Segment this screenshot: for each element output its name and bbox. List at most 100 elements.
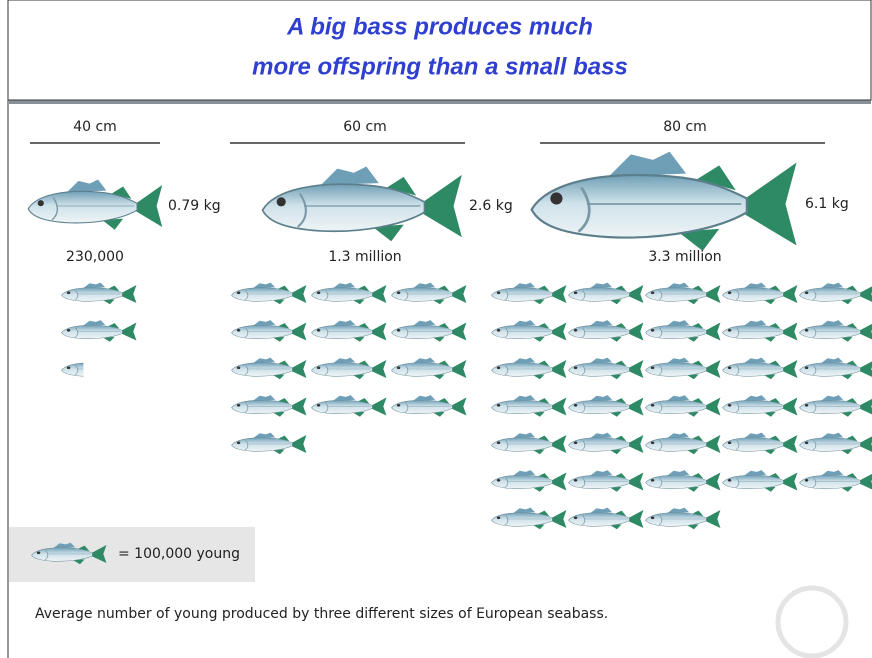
body [392,363,453,377]
fin [667,283,689,288]
tail [628,398,644,416]
tail [291,323,307,341]
fish-icon [392,395,467,417]
body [723,325,784,339]
eye [497,329,500,332]
fin [667,433,689,438]
value-label: 230,000 [66,249,124,265]
fish-icon [723,395,798,417]
fin [513,283,535,288]
tail [782,473,798,491]
fish-icon [232,433,307,455]
fish-icon [723,320,798,342]
body [392,400,453,414]
body [569,325,630,339]
body [492,400,553,414]
chart: A big bass produces much more offspring … [0,0,872,658]
fish-icon [646,283,721,305]
fin [744,283,766,288]
eye [497,291,500,294]
fish-icon [232,395,307,417]
eye [651,516,654,519]
fin [103,374,115,379]
fish-icon [569,508,644,530]
fish-icon [492,358,567,380]
tail [782,360,798,378]
tail [551,323,567,341]
body [312,288,373,302]
body [232,438,293,452]
tail [371,285,387,303]
body [492,475,553,489]
fish-icon [532,152,797,251]
eye [574,291,577,294]
adult-fish [532,152,797,251]
fish-icon [312,358,387,380]
size-label: 60 cm [343,119,387,135]
fish-icon [492,395,567,417]
tail [628,360,644,378]
fish-icon [62,358,137,380]
body [232,400,293,414]
body [569,513,630,527]
fin [513,358,535,363]
body [800,400,861,414]
tail [121,285,137,303]
eye [237,366,240,369]
adult-fish [263,167,462,242]
body [569,363,630,377]
value-label: 3.3 million [648,249,721,265]
eye [237,404,240,407]
tail [859,435,872,453]
eye [805,404,808,407]
tail [134,185,162,227]
eye [397,404,400,407]
offspring-icons [232,283,467,455]
fin [821,320,843,325]
body [62,363,123,377]
body [492,513,553,527]
body [492,363,553,377]
body [392,288,453,302]
fish-icon [232,283,307,305]
tail [859,285,872,303]
tail [121,360,137,378]
body [800,363,861,377]
body [28,191,137,223]
body [62,325,123,339]
body [646,475,707,489]
body [800,325,861,339]
tail [628,510,644,528]
tail [451,323,467,341]
eye [651,366,654,369]
fin [321,167,379,186]
eye [805,291,808,294]
eye [317,404,320,407]
caption: Average number of young produced by thre… [35,606,608,622]
body [646,325,707,339]
value-label: 1.3 million [328,249,401,265]
tail [705,398,721,416]
legend-label: = 100,000 young [118,546,240,562]
fin [744,395,766,400]
eye [805,366,808,369]
body [232,325,293,339]
body [569,438,630,452]
fin [821,358,843,363]
fish-icon [492,320,567,342]
fin [667,395,689,400]
fish-icon [62,283,137,305]
eye [497,479,500,482]
fin [821,433,843,438]
tail [551,285,567,303]
fin [744,320,766,325]
fish-icon [28,179,162,229]
body [569,288,630,302]
fin [83,283,105,288]
eye [37,551,40,554]
fish-icon [646,508,721,530]
tail [371,398,387,416]
chart-title: more offspring than a small bass [252,53,628,80]
tail [451,398,467,416]
fin [667,320,689,325]
